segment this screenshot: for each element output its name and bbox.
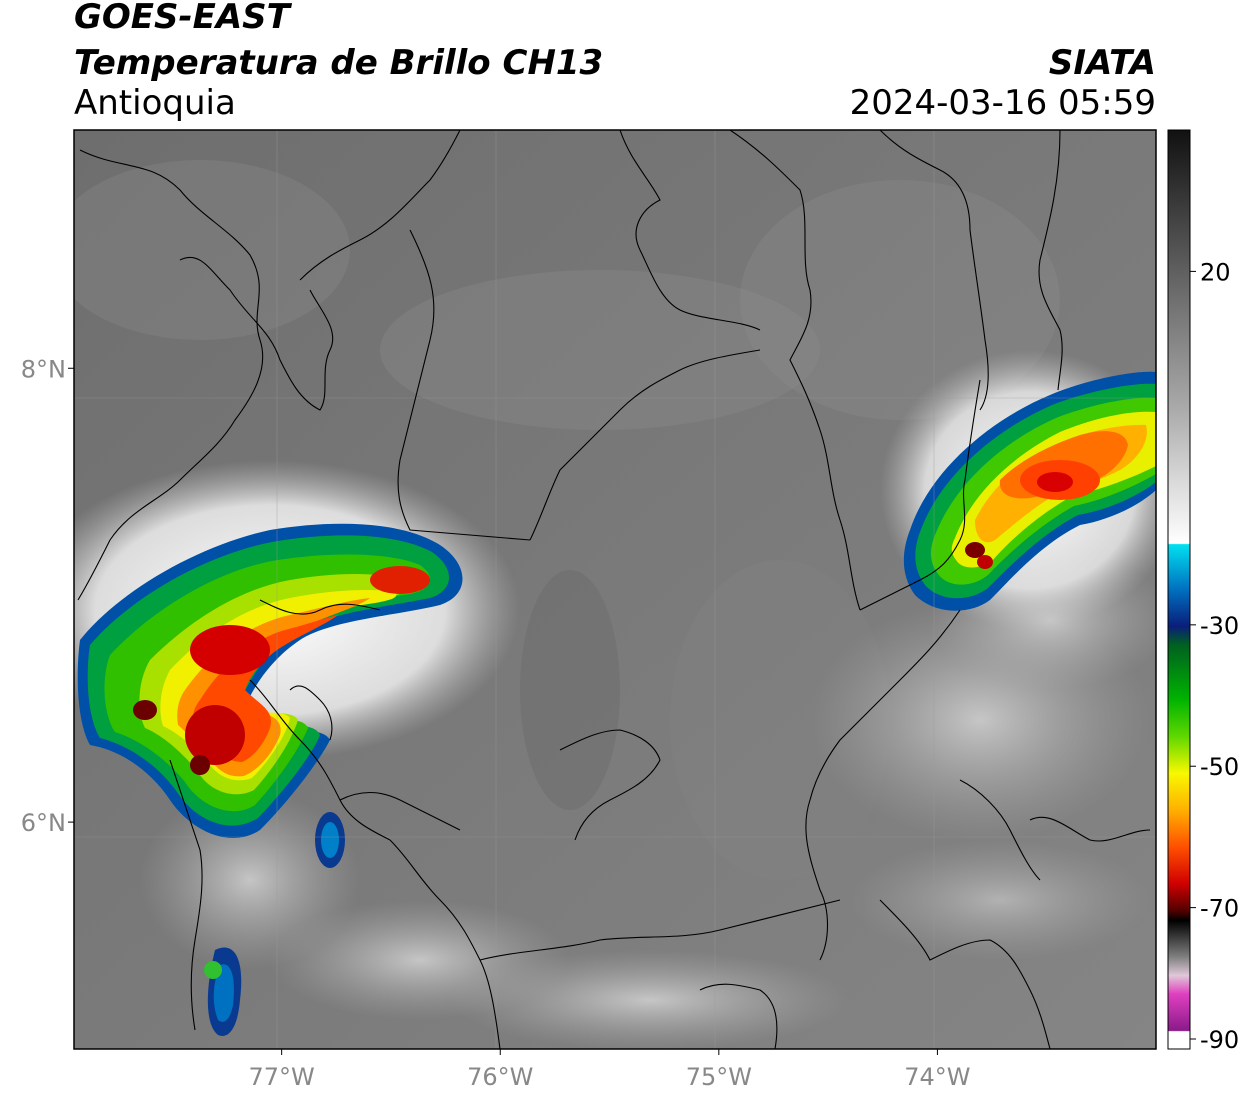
y-axis-ticks: 8°N 6°N [21,355,74,837]
colorbar-ticks: 20 -30 -50 -70 -90 [1190,258,1239,1054]
colorbar: 20 -30 -50 -70 -90 [1167,129,1239,1054]
y-tick-label: 6°N [21,809,66,837]
texture-patch [670,560,890,880]
y-tick-label: 8°N [21,355,66,383]
x-tick-label: 76°W [467,1063,533,1091]
x-tick-label: 74°W [904,1063,970,1091]
colorbar-tick-label: -90 [1200,1026,1239,1054]
map-frame [73,129,1157,1050]
map-layer [74,130,1156,1049]
texture-patch [74,160,350,340]
satellite-title: GOES-EAST [74,0,290,37]
organization-label: SIATA [1048,43,1156,83]
boundaries [77,130,1151,1049]
colorbar-tick-label: -30 [1200,612,1239,640]
colorbar-tick-label: -50 [1200,753,1239,781]
product-title: Temperatura de Brillo CH13 [74,43,604,83]
x-axis-ticks: 77°W 76°W 75°W 74°W [249,1049,971,1091]
texture-patch [380,270,820,430]
timestamp-label: 2024-03-16 05:59 [849,83,1156,123]
eastern-storm [880,350,1156,630]
region-label: Antioquia [74,83,236,123]
cloud-field-south [850,840,1150,960]
colorbar-tick-label: 20 [1200,258,1231,286]
colorbar-gradient [1167,129,1191,1050]
x-tick-label: 75°W [686,1063,752,1091]
western-storm [74,460,520,1036]
x-tick-label: 77°W [249,1063,315,1091]
grid-lines [74,130,1156,1049]
colorbar-tick-label: -70 [1200,895,1239,923]
cloud-field-south [450,950,850,1049]
texture-patch [520,570,620,810]
